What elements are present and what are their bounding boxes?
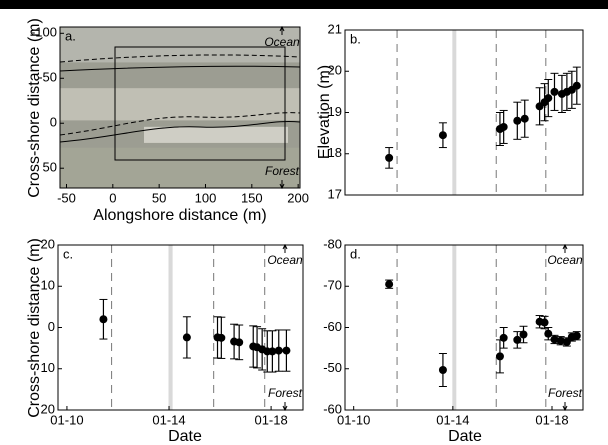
x-axis-label: Alongshore distance (m) — [93, 207, 266, 224]
y-tick-label: -60 — [323, 319, 342, 334]
ocean-arrowhead — [562, 243, 568, 250]
x-tick-label: 01-10 — [337, 412, 370, 427]
x-tick-label: 150 — [241, 190, 263, 205]
y-tick-label: 0 — [48, 319, 55, 334]
x-tick-label: 50 — [152, 190, 166, 205]
y-tick-label: -20 — [36, 236, 55, 251]
data-point — [385, 280, 394, 289]
aerial-dune — [60, 88, 300, 121]
x-tick-label: 100 — [195, 190, 217, 205]
data-point — [499, 122, 508, 131]
x-tick-label: -50 — [57, 190, 76, 205]
x-tick-label: 0 — [109, 190, 116, 205]
forest-arrowhead — [562, 405, 568, 412]
plot-frame — [344, 29, 584, 196]
data-point — [182, 333, 191, 342]
x-tick-label: 01-18 — [254, 412, 287, 427]
data-point — [544, 329, 553, 338]
data-point — [438, 365, 447, 374]
data-point — [99, 315, 108, 324]
panel-letter: d. — [350, 246, 361, 261]
aerial-beach — [144, 126, 288, 143]
y-tick-label: 0 — [50, 115, 57, 130]
forest-arrowhead — [282, 405, 288, 412]
y-tick-label: 10 — [41, 360, 55, 375]
forest-note: Forest — [265, 164, 300, 178]
x-tick-label: 01-14 — [152, 412, 185, 427]
panel-letter: a. — [65, 28, 76, 43]
data-point — [520, 114, 529, 123]
ocean-note: Ocean — [264, 35, 300, 49]
y-tick-label: -60 — [323, 401, 342, 416]
panel-letter: c. — [63, 246, 73, 261]
forest-note: Forest — [548, 386, 583, 400]
data-point — [544, 94, 553, 103]
data-point — [438, 131, 447, 140]
shaded-span — [452, 245, 457, 410]
data-point — [495, 352, 504, 361]
plot-frame — [57, 244, 304, 411]
y-axis-label: Cross-shore distance (m) — [26, 238, 43, 418]
data-point — [235, 338, 244, 347]
plot-frame — [59, 26, 301, 189]
data-point — [550, 335, 559, 344]
y-tick-label: -80 — [323, 236, 342, 251]
y-axis-label: Cross-shore distance (m) — [26, 18, 43, 198]
shoreline — [59, 65, 301, 72]
y-tick-label: -10 — [36, 278, 55, 293]
study-area-box — [114, 46, 286, 161]
y-tick-label: 50 — [43, 160, 57, 175]
data-point — [519, 330, 528, 339]
forest-note: Forest — [268, 386, 303, 400]
data-point — [385, 153, 394, 162]
data-point — [274, 346, 283, 355]
y-tick-label: -70 — [323, 278, 342, 293]
dune-line — [59, 120, 301, 143]
data-point — [572, 81, 581, 90]
y-tick-label: 17 — [328, 186, 342, 201]
data-point — [562, 337, 571, 346]
shoreline-dashed — [59, 54, 301, 63]
y-axis-label: Elevation (m) — [316, 65, 333, 159]
data-point — [268, 347, 277, 356]
data-point — [217, 333, 226, 342]
x-tick-label: 01-18 — [535, 412, 568, 427]
ocean-arrowhead — [279, 25, 285, 32]
y-tick-label: -50 — [323, 360, 342, 375]
y-tick-label: 18 — [328, 145, 342, 160]
ocean-arrowhead — [282, 243, 288, 250]
data-point — [499, 333, 508, 342]
data-point — [282, 346, 291, 355]
data-point — [513, 116, 522, 125]
x-tick-label: 01-14 — [436, 412, 469, 427]
shaded-span — [452, 30, 457, 195]
y-tick-label: 21 — [328, 21, 342, 36]
ocean-note: Ocean — [547, 253, 583, 267]
y-tick-label: 20 — [41, 401, 55, 416]
top-bar — [0, 0, 608, 9]
data-point — [556, 336, 565, 345]
forest-arrowhead — [279, 183, 285, 190]
x-axis-label: Date — [448, 428, 482, 445]
shaded-span — [168, 245, 173, 410]
y-tick-label: -100 — [31, 25, 57, 40]
data-point — [572, 331, 581, 340]
aerial-forest — [60, 147, 300, 188]
data-point — [550, 87, 559, 96]
data-point — [540, 318, 549, 327]
x-axis-label: Date — [168, 428, 202, 445]
panel-letter: b. — [350, 31, 361, 46]
x-tick-label: 200 — [287, 190, 309, 205]
aerial-ocean — [60, 27, 300, 63]
y-tick-label: -50 — [38, 70, 57, 85]
ocean-note: Ocean — [267, 253, 303, 267]
x-tick-label: 01-10 — [50, 412, 83, 427]
y-tick-label: 19 — [328, 104, 342, 119]
data-point — [513, 335, 522, 344]
y-tick-label: 20 — [328, 63, 342, 78]
